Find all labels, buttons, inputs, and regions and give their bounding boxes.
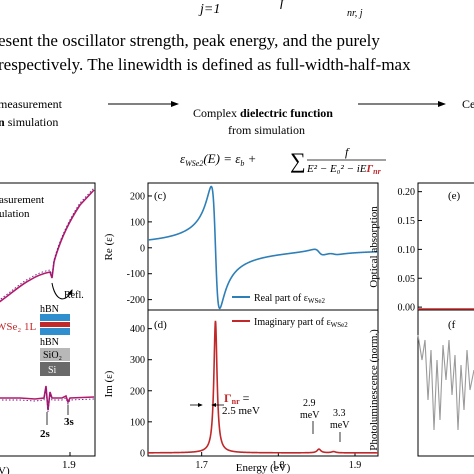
- left-flow-label-line1: measurement: [0, 97, 63, 111]
- equation-numerator: f: [345, 145, 350, 159]
- equation-fragment: j=1 f nr, j: [198, 0, 363, 19]
- dielectric-equation: εWSe2(E) = εb + ∑ f E² − E₀² − iEΓnr: [180, 145, 386, 176]
- panel-f-frame: [417, 309, 474, 457]
- panel-d-ytick-label: 300: [130, 355, 145, 366]
- panel-e-ytick-label: 0.05: [398, 274, 416, 285]
- peak-33-unit: meV: [330, 420, 350, 431]
- panel-d-ytick-label: 200: [130, 386, 145, 397]
- panel-e-ytick-label: 0.20: [398, 187, 416, 198]
- right-panel: (e) (f Optical absorption Photoluminesce…: [368, 182, 474, 457]
- body-text-line1: esent the oscillator strength, peak ener…: [0, 31, 380, 50]
- panel-d-xtick-label: 1.8: [272, 460, 285, 471]
- layer-wse2-label: WSe₂ 1L: [0, 321, 36, 333]
- panel-d-xticks: 1.7 1.8 1.9: [195, 452, 361, 471]
- panel-c-ylabel: Re (ε): [103, 233, 115, 260]
- reflectance-curve: [0, 189, 95, 303]
- refl-label: Refl.: [64, 290, 84, 301]
- layer-si: Si: [48, 365, 57, 376]
- peak-2s-label: 2s: [40, 428, 51, 440]
- panel-e-frame: [417, 182, 474, 311]
- panel-c-frame: [147, 182, 379, 311]
- derivative-curve: [0, 385, 95, 411]
- panel-d-ytick-label: 400: [130, 324, 145, 335]
- layer-wse2-block: [40, 322, 70, 327]
- panel-e-label: (e): [448, 190, 461, 202]
- peak-33-value: 3.3: [333, 408, 346, 419]
- panel-f-label: (f: [448, 319, 456, 331]
- panel-e-yticks: 0.20 0.15 0.10 0.05 0.00: [398, 187, 422, 314]
- peak-3s-label: 3s: [64, 416, 75, 428]
- center-panels: (c) (d) Re (ε) Im (ε) 200 100 0 -100 -200 40…: [103, 182, 379, 474]
- imaginary-part-curve: [148, 320, 378, 454]
- equation-frac-top: f: [280, 0, 286, 10]
- layer-hbn-top: hBN: [40, 304, 59, 315]
- layer-hbn-bottom-block: [40, 328, 70, 335]
- derivative-sim-curve: [0, 387, 95, 413]
- body-text-line2: respectively. The linewidth is defined a…: [0, 55, 411, 74]
- panel-e-ytick-label: 0.15: [398, 216, 416, 227]
- peak-29-unit: meV: [300, 410, 320, 421]
- panel-e-ytick-label: 0.00: [398, 303, 416, 314]
- left-panel-label-line2: ulation: [0, 208, 30, 220]
- panel-c-ytick-label: -100: [127, 269, 145, 280]
- gamma-value: 2.5 meV: [222, 405, 260, 417]
- sum-symbol: ∑: [290, 148, 306, 173]
- layer-hbn-top-block: [40, 314, 70, 321]
- center-flow-title: Complex dielectric function: [193, 106, 333, 120]
- layer-hbn-bottom: hBN: [40, 337, 59, 348]
- legend-imag-label: Imaginary part of εWSe2: [254, 317, 348, 329]
- panel-d-ytick-label: 0: [140, 448, 145, 459]
- real-part-curve: [147, 185, 379, 310]
- peak-29-value: 2.9: [303, 398, 316, 409]
- panel-e-ylabel: Optical absorption: [368, 206, 380, 288]
- equation-denominator: E² − E₀² − iEΓnr: [306, 163, 382, 176]
- panel-c-ytick-label: -200: [127, 295, 145, 306]
- panel-c-ytick-label: 200: [130, 191, 145, 202]
- legend-real-label: Real part of εWSe2: [254, 293, 326, 305]
- panel-c-label: (c): [154, 190, 167, 202]
- left-xlabel-fragment: V): [0, 465, 10, 474]
- right-flow-label: Ce: [462, 97, 474, 111]
- panel-c-ytick-label: 0: [140, 243, 145, 254]
- left-panel: asurement ulation Refl. hBN WSe₂ 1L hBN …: [0, 182, 96, 474]
- panel-d-yticks: 400 300 200 100 0: [130, 324, 152, 459]
- left-panel-label-line1: asurement: [0, 194, 44, 206]
- panel-c-yticks: 200 100 0 -100 -200: [127, 191, 152, 306]
- left-flow-label-line2: n simulation: [0, 115, 58, 129]
- center-xlabel: Energy (eV): [236, 462, 291, 474]
- panel-f-ylabel: Photoluminescence (norm.): [368, 329, 380, 451]
- left-xtick-19: 1.9: [62, 459, 76, 471]
- legend: Real part of εWSe2 Imaginary part of εWS…: [232, 293, 348, 329]
- gamma-label: Γnr =: [224, 391, 250, 406]
- left-panel-frame: [0, 182, 96, 457]
- panel-d-label: (d): [154, 319, 167, 331]
- equation-sum-index: j=1: [198, 2, 220, 17]
- layer-si-block: [40, 362, 70, 376]
- layer-sio2-block: [40, 348, 70, 361]
- panel-d-frame: [147, 309, 379, 457]
- svg-text:εWSe2(E) = εb +: εWSe2(E) = εb +: [180, 151, 256, 168]
- equation-subscript: nr, j: [347, 8, 363, 19]
- center-flow-subtitle: from simulation: [228, 123, 305, 137]
- panel-d-xtick-label: 1.9: [349, 460, 362, 471]
- layer-sio2: SiO₂: [43, 350, 62, 361]
- panel-d-ylabel: Im (ε): [103, 370, 115, 397]
- refl-arrow: [51, 282, 73, 300]
- panel-e-ytick-label: 0.10: [398, 245, 416, 256]
- panel-d-ytick-label: 100: [130, 417, 145, 428]
- panel-c-ytick-label: 100: [130, 217, 145, 228]
- pl-curve: [417, 334, 474, 431]
- panel-d-xtick-label: 1.7: [195, 460, 208, 471]
